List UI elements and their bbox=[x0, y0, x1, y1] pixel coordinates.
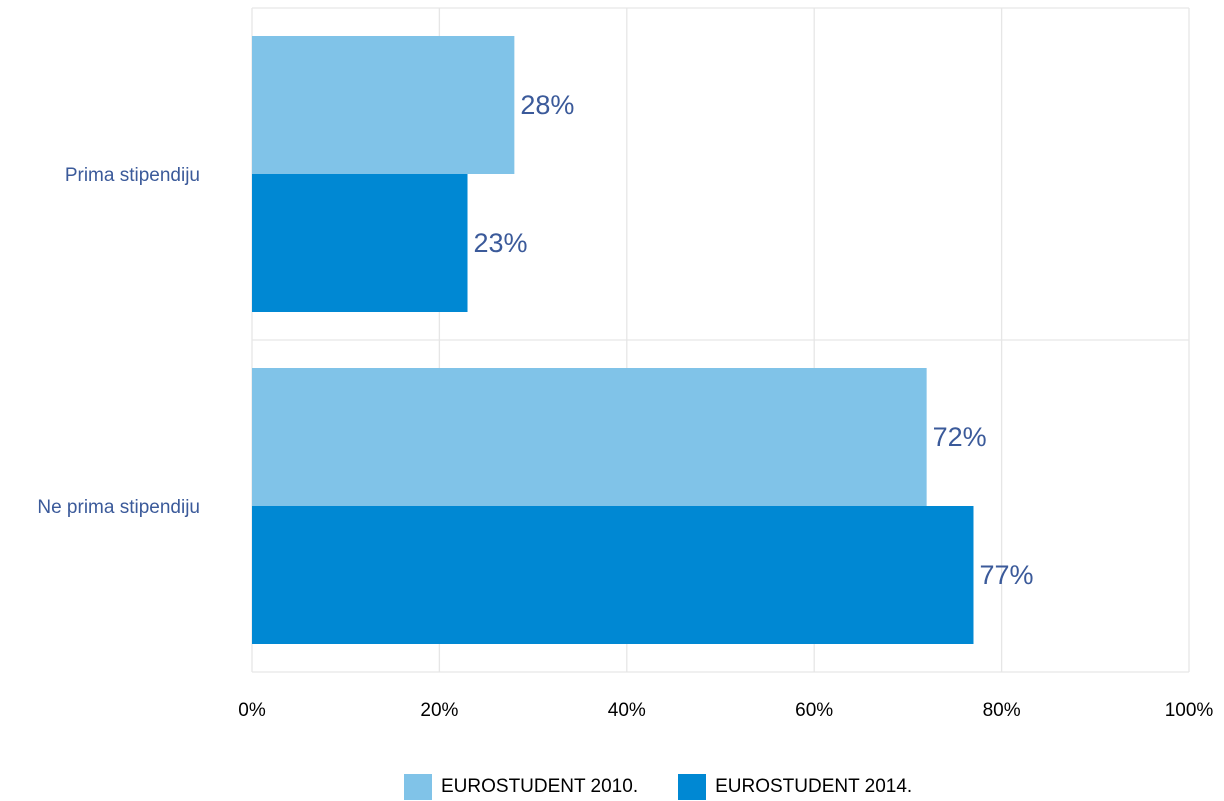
bar-0-1 bbox=[252, 174, 468, 312]
value-labels: 28% 23% 72% 77% bbox=[474, 90, 1034, 590]
x-tick-label-1: 20% bbox=[420, 700, 458, 721]
legend-label-2010: EUROSTUDENT 2010. bbox=[441, 776, 639, 797]
category-labels: Prima stipendiju Ne prima stipendiju bbox=[37, 165, 200, 518]
legend-swatch-2010 bbox=[404, 774, 432, 800]
x-tick-label-0: 0% bbox=[238, 700, 266, 721]
bar-1-0 bbox=[252, 368, 927, 506]
category-label-0: Prima stipendiju bbox=[65, 165, 200, 186]
legend-swatch-2014 bbox=[678, 774, 707, 800]
category-label-1: Ne prima stipendiju bbox=[37, 497, 200, 518]
value-label-1-0: 72% bbox=[933, 422, 987, 452]
legend-item-2014: EUROSTUDENT 2014. bbox=[678, 774, 912, 800]
bar-0-0 bbox=[252, 36, 515, 174]
bar-1-1 bbox=[252, 506, 974, 644]
x-tick-label-3: 60% bbox=[795, 700, 833, 721]
x-tick-label-2: 40% bbox=[608, 700, 646, 721]
bars bbox=[252, 36, 974, 644]
legend-item-2010: EUROSTUDENT 2010. bbox=[404, 774, 638, 800]
value-label-0-0: 28% bbox=[520, 90, 574, 120]
legend-label-2014: EUROSTUDENT 2014. bbox=[715, 776, 913, 797]
x-axis-tick-labels: 0% 20% 40% 60% 80% 100% bbox=[238, 700, 1213, 721]
value-label-0-1: 23% bbox=[474, 228, 528, 258]
value-label-1-1: 77% bbox=[979, 560, 1033, 590]
legend: EUROSTUDENT 2010. EUROSTUDENT 2014. bbox=[404, 774, 952, 800]
x-tick-label-5: 100% bbox=[1165, 700, 1214, 721]
x-tick-label-4: 80% bbox=[983, 700, 1021, 721]
